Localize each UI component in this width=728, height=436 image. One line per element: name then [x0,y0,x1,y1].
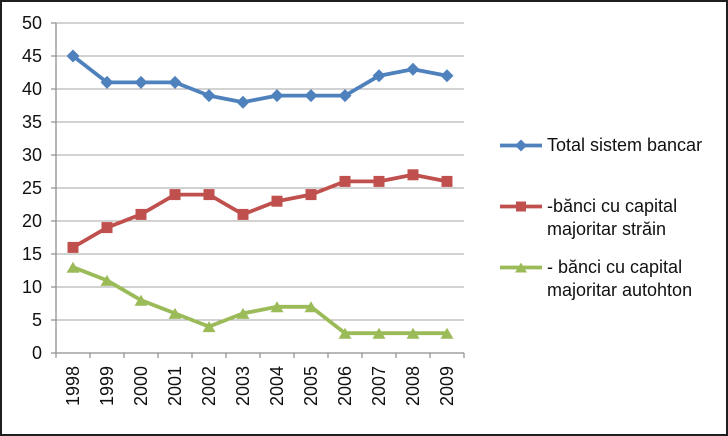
series-1-marker [373,175,385,187]
legend-marker-square-icon [500,201,542,212]
y-tick-label: 20 [22,211,42,231]
series-2-marker [406,327,420,339]
series-1-marker [169,189,181,201]
series-0-marker [304,89,318,103]
series-line-2 [71,265,449,336]
series-0-marker [270,89,284,103]
x-tick-label: 2009 [437,366,457,406]
series-2-marker [440,327,454,339]
series-0-marker [134,75,148,89]
x-tick-label: 1998 [63,366,83,406]
series-1-marker [339,175,351,187]
series-1-marker [407,169,419,181]
legend-label-banci-capital-autohton: - bănci cu capital majoritar autohton [547,257,693,300]
legend-item-total-sistem-bancar: Total sistem bancar [498,134,719,157]
x-tick-label: 2006 [335,366,355,406]
x-tick-label: 2004 [267,366,287,406]
series-1-marker [305,189,317,201]
x-tick-label: 2007 [369,366,389,406]
series-0-marker [236,95,250,109]
series-2-marker [168,307,182,319]
series-2-marker [134,294,148,306]
legend-item-banci-capital-autohton: - bănci cu capital majoritar autohton [498,256,719,302]
legend-marker-diamond-icon [500,139,542,152]
series-2-marker [338,327,352,339]
x-tick-label: 2005 [301,366,321,406]
series-2-marker [100,274,114,286]
series-0-marker [100,75,114,89]
series-2-marker [270,301,284,313]
legend-marker-triangle-icon [500,262,542,273]
series-0 [66,49,454,109]
series-1-marker [101,222,113,234]
series-1-marker [135,208,147,220]
y-tick-label: 5 [32,310,42,330]
x-tick-label: 1999 [97,366,117,406]
series-2-marker [236,307,250,319]
x-tick-label: 2002 [199,366,219,406]
legend-label-total-sistem-bancar: Total sistem bancar [547,135,703,155]
series-1-marker [271,195,283,207]
series-0-marker [168,75,182,89]
legend-sample-marker [515,139,527,152]
series-0-marker [406,62,420,76]
series-2 [66,261,454,339]
series-0-marker [372,69,386,83]
y-tick-label: 50 [22,13,42,33]
series-line-0 [71,54,449,105]
legend-item-banci-capital-strain: -bănci cu capital majoritar străin [498,195,719,241]
y-tick-label: 45 [22,46,42,66]
legend-sample-marker [516,201,526,212]
series-0-marker [66,49,80,63]
series-2-marker [372,327,386,339]
series-line-1 [71,172,449,250]
x-tick-label: 2003 [233,366,253,406]
y-tick-label: 10 [22,277,42,297]
y-tick-label: 25 [22,178,42,198]
legend-label-banci-capital-strain: -bănci cu capital majoritar străin [547,196,678,239]
y-tick-label: 15 [22,244,42,264]
series-2-marker [66,261,80,273]
series-0-marker [202,89,216,103]
x-tick-label: 2008 [403,366,423,406]
series-1 [67,169,453,253]
y-tick-label: 40 [22,79,42,99]
series-1-marker [441,175,453,187]
series-0-marker [338,89,352,103]
series-1-marker [203,189,215,201]
series-1-marker [67,241,79,253]
series-1-marker [237,208,249,220]
y-tick-label: 0 [32,343,42,363]
y-tick-label: 30 [22,145,42,165]
series-0-marker [440,69,454,83]
series-2-marker [304,301,318,313]
y-tick-label: 35 [22,112,42,132]
x-tick-label: 2001 [165,366,185,406]
series-2-marker [202,321,216,333]
legend-sample-marker [515,262,527,273]
x-tick-label: 2000 [131,366,151,406]
